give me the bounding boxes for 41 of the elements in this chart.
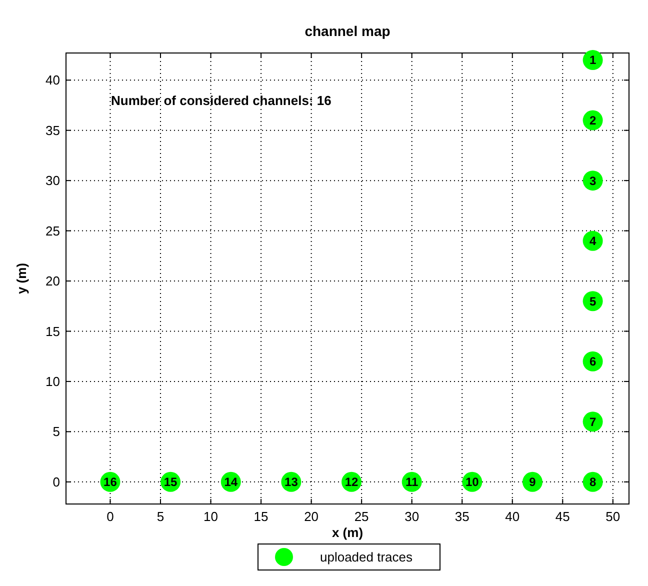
x-tick-label: 10 xyxy=(204,509,218,524)
annotation: 7 xyxy=(589,414,596,429)
x-tick-label: 35 xyxy=(454,509,470,524)
y-tick-label: 40 xyxy=(46,72,60,88)
x-tick-label: 0 xyxy=(106,509,114,524)
y-axis-title: y (m) xyxy=(14,262,29,294)
annotation: Number of considered channels: 16 xyxy=(111,93,332,108)
annotation: 6 xyxy=(589,354,596,369)
chart-title: channel map xyxy=(304,23,390,39)
x-tick-label: 25 xyxy=(354,509,369,524)
x-tick-label: 45 xyxy=(555,509,570,524)
y-tick-label: 0 xyxy=(52,474,60,490)
annotation: 10 xyxy=(465,475,480,490)
annotation: 15 xyxy=(164,475,178,490)
y-tick-label: 10 xyxy=(46,374,60,390)
x-tick-label: 20 xyxy=(304,509,319,524)
legend-label: uploaded traces xyxy=(320,550,414,565)
annotation: 3 xyxy=(589,174,596,188)
x-tick-label: 40 xyxy=(505,509,520,524)
annotation: 2 xyxy=(589,114,596,128)
annotation: 8 xyxy=(589,475,596,490)
annotation: 5 xyxy=(589,294,596,308)
annotation: 12 xyxy=(344,475,359,490)
annotation: 14 xyxy=(224,475,238,490)
y-tick-label: 35 xyxy=(46,122,60,138)
annotation: 16 xyxy=(104,475,118,490)
annotation: 11 xyxy=(406,475,419,490)
x-tick-label: 15 xyxy=(254,509,268,524)
annotation: 1 xyxy=(589,53,596,68)
y-tick-label: 30 xyxy=(46,173,60,188)
x-tick-label: 50 xyxy=(606,509,620,524)
y-tick-label: 15 xyxy=(46,324,60,339)
y-tick-label: 25 xyxy=(46,223,60,238)
annotation: 13 xyxy=(284,475,298,490)
annotation: 9 xyxy=(529,475,536,490)
x-tick-label: 5 xyxy=(156,509,164,524)
annotation: 4 xyxy=(589,234,596,248)
y-tick-label: 20 xyxy=(46,274,60,289)
x-axis-title: x (m) xyxy=(332,525,364,540)
x-tick-label: 30 xyxy=(404,509,420,524)
y-tick-label: 5 xyxy=(52,424,60,440)
